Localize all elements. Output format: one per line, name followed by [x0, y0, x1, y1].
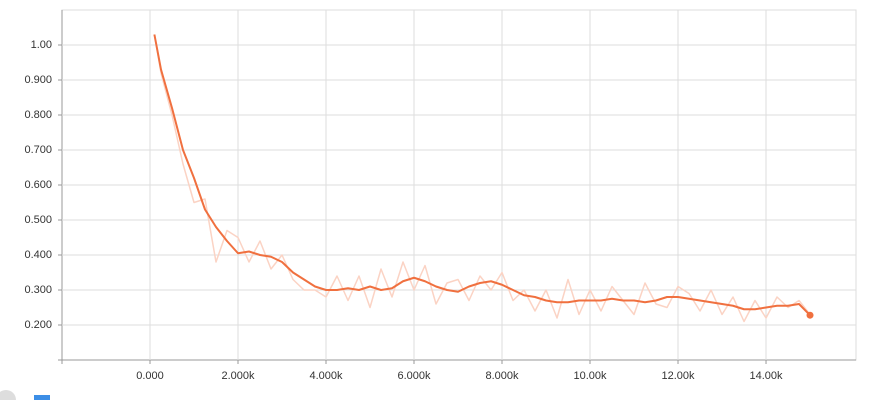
y-tick-label: 1.00 [31, 39, 52, 51]
series-line [153, 34, 811, 316]
x-tick-label: 10.00k [573, 370, 607, 382]
end-point [806, 311, 814, 319]
y-tick-label: 0.900 [24, 74, 52, 86]
x-tick-label: 12.00k [661, 370, 695, 382]
y-tick-label: 0.300 [24, 284, 52, 296]
x-tick-label: 14.00k [750, 370, 784, 382]
icon-button[interactable] [34, 395, 50, 401]
y-tick-label: 0.500 [24, 214, 52, 226]
y-tick-label: 0.800 [24, 109, 52, 121]
y-tick-label: 0.400 [24, 249, 52, 261]
x-tick-label: 8.000k [485, 370, 519, 382]
x-tick-label: 0.000 [136, 370, 164, 382]
icon-button[interactable] [0, 390, 16, 405]
y-tick-label: 0.600 [24, 179, 52, 191]
x-tick-label: 2.000k [221, 370, 255, 382]
x-tick-label: 4.000k [309, 370, 343, 382]
y-tick-label: 0.200 [24, 319, 52, 331]
series-line [153, 34, 811, 323]
y-tick-label: 0.700 [24, 144, 52, 156]
x-tick-label: 6.000k [397, 370, 431, 382]
